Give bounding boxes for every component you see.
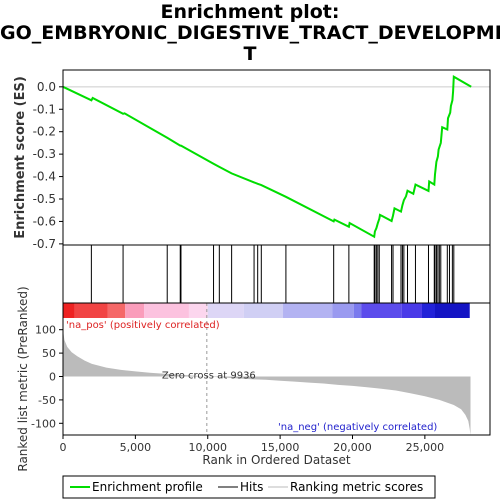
x-tick-label: 15,000 <box>261 441 300 454</box>
legend: Enrichment profile Hits Ranking metric sco… <box>62 475 436 499</box>
metric-panel: 100 50 0 -50 -100 0 5,000 10,000 15,000 20,000 25… <box>16 286 491 472</box>
color-bar-segment <box>361 303 402 318</box>
color-bar-segment <box>421 303 435 318</box>
color-bar-segment <box>207 303 244 318</box>
es-panel-frame <box>62 69 491 246</box>
color-bar-segment <box>353 303 362 318</box>
metric-y-tick-label: 50 <box>42 347 56 360</box>
metric-y-tick-label: 100 <box>35 324 56 337</box>
color-bar-segment <box>107 303 126 318</box>
title-line-3: T <box>243 43 257 65</box>
x-tick-label: 5,000 <box>120 441 152 454</box>
metric-panel-frame <box>62 302 491 436</box>
hits-panel-frame <box>62 244 491 304</box>
x-tick-label: 20,000 <box>333 441 372 454</box>
color-bar-segment <box>283 303 333 318</box>
metric-y-tick-label: 0 <box>49 371 56 384</box>
chart-title: Enrichment plot: GO_EMBRYONIC_DIGESTIVE_… <box>0 2 500 65</box>
ranking-metric-area <box>63 329 471 435</box>
enrichment-profile-line <box>62 75 472 239</box>
x-tick-label: 10,000 <box>188 441 227 454</box>
x-axis-label: Rank in Ordered Dataset <box>202 453 350 467</box>
legend-label: Ranking metric scores <box>290 480 423 494</box>
color-bar-segment <box>125 303 145 318</box>
legend-label: Enrichment profile <box>92 480 203 494</box>
rank-color-bar <box>63 303 470 318</box>
negative-correlation-label: 'na_neg' (negatively correlated) <box>278 422 437 433</box>
title-line-1: Enrichment plot: <box>160 2 340 23</box>
color-bar-segment <box>401 303 422 318</box>
color-bar-segment <box>188 303 208 318</box>
color-bar-segment <box>63 303 75 318</box>
positive-correlation-label: 'na_pos' (positively correlated) <box>66 320 220 331</box>
color-bar-segment <box>332 303 354 318</box>
color-bar-segment <box>144 303 189 318</box>
es-y-tick-label: -0.3 <box>33 147 56 161</box>
metric-y-tick-label: -50 <box>38 394 56 407</box>
es-y-tick-label: -0.1 <box>33 102 56 116</box>
es-y-tick-label: 0.0 <box>37 80 56 94</box>
x-tick-label: 25,000 <box>406 441 445 454</box>
es-y-tick-label: -0.2 <box>33 125 56 139</box>
metric-y-tick-label: -100 <box>31 417 56 430</box>
legend-items: Enrichment profile Hits Ranking metric sco… <box>70 480 423 494</box>
es-y-tick-label: -0.5 <box>33 192 56 206</box>
es-panel: 0.0 -0.1 -0.2 -0.3 -0.4 -0.5 -0.6 -0.7 Enrichme… <box>13 69 491 251</box>
color-bar-segment <box>243 303 284 318</box>
hits-panel <box>62 244 491 304</box>
title-line-2: GO_EMBRYONIC_DIGESTIVE_TRACT_DEVELOPMEN <box>0 22 500 44</box>
color-bar-segment <box>74 303 108 318</box>
metric-y-ticks: 100 50 0 -50 -100 <box>31 324 63 430</box>
x-tick-label: 0 <box>60 441 67 454</box>
color-bar-segment <box>434 303 470 318</box>
legend-box <box>62 475 436 499</box>
legend-label: Hits <box>240 480 263 494</box>
es-y-ticks: 0.0 -0.1 -0.2 -0.3 -0.4 -0.5 -0.6 -0.7 <box>33 80 63 251</box>
metric-x-ticks: 0 5,000 10,000 15,000 20,000 25,000 <box>60 435 445 454</box>
es-y-tick-label: -0.4 <box>33 170 56 184</box>
es-y-tick-label: -0.6 <box>33 214 56 228</box>
es-y-tick-label: -0.7 <box>33 237 56 251</box>
metric-y-axis-label: Ranked list metric (PreRanked) <box>16 286 30 471</box>
es-y-axis-label: Enrichment score (ES) <box>13 76 28 239</box>
hit-lines <box>90 245 455 303</box>
zero-cross-label: Zero cross at 9936 <box>162 371 256 382</box>
